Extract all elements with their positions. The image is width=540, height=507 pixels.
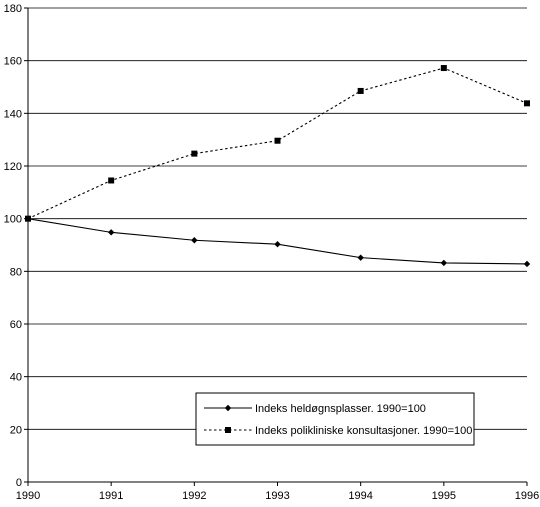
x-axis-ticks: 1990 1991 1992 1993 1994 1995 1996 [16, 482, 539, 502]
legend-entry-1: Indeks heldøgnsplasser. 1990=100 [204, 403, 426, 415]
x-tick-label: 1996 [515, 490, 539, 502]
legend-box [195, 392, 475, 446]
data-point [357, 254, 364, 261]
y-tick-label: 0 [16, 477, 22, 489]
y-tick-label: 60 [10, 319, 22, 331]
series-2 [25, 65, 530, 222]
legend-label: Indeks polikliniske konsultasjoner. 1990… [255, 425, 472, 437]
y-tick-label: 160 [4, 56, 22, 68]
y-tick-label: 120 [4, 161, 22, 173]
data-point [191, 150, 198, 157]
legend: Indeks heldøgnsplasser. 1990=100 Indeks p… [195, 392, 475, 446]
data-point [107, 229, 115, 236]
series-1 [24, 215, 531, 268]
data-point [357, 87, 364, 94]
x-tick-label: 1993 [265, 490, 289, 502]
legend-swatch-marker [225, 427, 231, 433]
x-tick-label: 1992 [182, 490, 206, 502]
data-point [25, 215, 31, 222]
data-point [108, 177, 115, 184]
x-tick-label: 1991 [99, 490, 123, 502]
x-tick-label: 1990 [16, 490, 40, 502]
gridlines [28, 7, 527, 430]
data-point [440, 65, 447, 72]
y-tick-label: 40 [10, 372, 22, 384]
y-tick-label: 140 [4, 108, 22, 120]
y-tick-label: 20 [10, 424, 22, 436]
x-tick-label: 1995 [432, 490, 456, 502]
series-group [24, 65, 531, 268]
y-tick-label: 80 [10, 266, 22, 278]
data-point [440, 259, 448, 267]
legend-entry-2: Indeks polikliniske konsultasjoner. 1990… [204, 425, 472, 437]
data-point [274, 137, 281, 144]
y-tick-label: 180 [4, 3, 22, 15]
data-point [523, 260, 531, 268]
y-tick-label: 100 [4, 214, 22, 226]
legend-swatch-marker [224, 404, 232, 412]
y-axis-ticks: 0 20 40 60 80 100 120 140 160 180 [4, 3, 28, 489]
legend-label: Indeks heldøgnsplasser. 1990=100 [255, 403, 426, 415]
data-point [524, 100, 530, 107]
data-point [191, 237, 198, 244]
data-point [274, 241, 281, 248]
x-tick-label: 1994 [348, 490, 372, 502]
